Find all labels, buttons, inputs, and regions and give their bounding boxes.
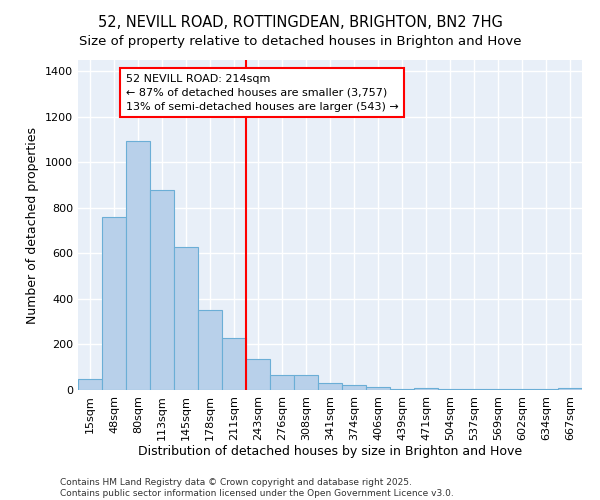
- Bar: [510, 389, 534, 390]
- Text: Contains HM Land Registry data © Crown copyright and database right 2025.
Contai: Contains HM Land Registry data © Crown c…: [60, 478, 454, 498]
- Bar: [414, 388, 438, 390]
- Bar: [78, 378, 102, 390]
- Bar: [342, 385, 366, 390]
- Bar: [174, 246, 198, 390]
- Bar: [222, 338, 246, 390]
- Bar: [294, 375, 318, 390]
- Bar: [462, 389, 486, 390]
- Bar: [390, 389, 414, 390]
- Bar: [534, 389, 558, 390]
- Bar: [126, 141, 150, 390]
- Bar: [486, 389, 510, 390]
- Text: 52 NEVILL ROAD: 214sqm
← 87% of detached houses are smaller (3,757)
13% of semi-: 52 NEVILL ROAD: 214sqm ← 87% of detached…: [126, 74, 399, 112]
- Text: Size of property relative to detached houses in Brighton and Hove: Size of property relative to detached ho…: [79, 35, 521, 48]
- X-axis label: Distribution of detached houses by size in Brighton and Hove: Distribution of detached houses by size …: [138, 446, 522, 458]
- Y-axis label: Number of detached properties: Number of detached properties: [26, 126, 40, 324]
- Bar: [246, 360, 270, 390]
- Bar: [150, 190, 174, 390]
- Bar: [366, 387, 390, 390]
- Text: 52, NEVILL ROAD, ROTTINGDEAN, BRIGHTON, BN2 7HG: 52, NEVILL ROAD, ROTTINGDEAN, BRIGHTON, …: [98, 15, 502, 30]
- Bar: [318, 383, 342, 390]
- Bar: [438, 389, 462, 390]
- Bar: [198, 310, 222, 390]
- Bar: [102, 217, 126, 390]
- Bar: [270, 375, 294, 390]
- Bar: [558, 388, 582, 390]
